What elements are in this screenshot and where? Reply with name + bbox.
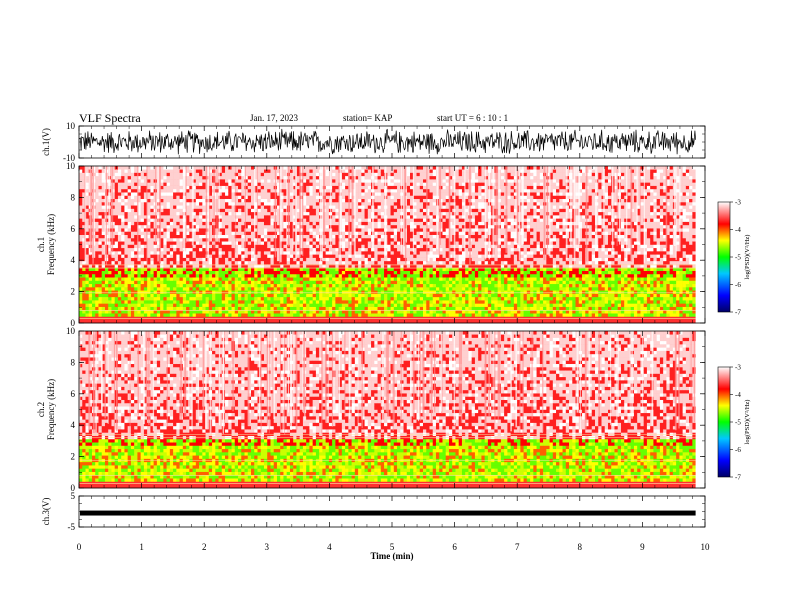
y-axis-label: ch.1	[36, 237, 46, 252]
y-tick-label: 0	[71, 483, 76, 493]
y-tick-label: 6	[71, 224, 76, 234]
colorbar	[717, 366, 731, 478]
x-tick-label: 7	[515, 542, 520, 552]
x-axis-label: Time (min)	[370, 551, 413, 561]
colorbar-tick-label: -6	[735, 281, 741, 289]
y-tick-label: 0	[71, 318, 76, 328]
y-tick-label: 10	[66, 121, 76, 131]
waveform-trace	[80, 510, 696, 516]
y-tick-label: -5	[68, 522, 76, 532]
y-tick-label: 8	[71, 357, 76, 367]
colorbar-tick-label: -7	[735, 474, 741, 482]
y-axis-label: Frequency (kHz)	[46, 214, 56, 275]
colorbar-label: log(PSD)(V²/Hz)	[744, 400, 751, 445]
start-time-label: start UT = 6 : 10 : 1	[437, 113, 509, 123]
station-label: station= KAP	[343, 113, 393, 123]
waveform	[78, 128, 696, 155]
colorbar-tick-label: -5	[735, 254, 741, 262]
y-tick-label: 2	[71, 452, 76, 462]
y-tick-label: 4	[71, 255, 76, 265]
no-data-region	[695, 166, 705, 323]
y-axis-label: ch.1(V)	[41, 128, 51, 156]
colorbar-tick-label: -3	[735, 199, 741, 207]
x-tick-label: 10	[701, 542, 711, 552]
x-tick-label: 8	[578, 542, 583, 552]
waveform	[80, 510, 696, 516]
colorbar-label: log(PSD)(V²/Hz)	[744, 235, 751, 280]
colorbar-tick-label: -7	[735, 309, 741, 317]
no-data-region	[695, 331, 705, 488]
colorbar	[717, 201, 731, 313]
x-tick-label: 2	[202, 542, 207, 552]
colorbar-tick-label: -4	[735, 391, 741, 399]
y-tick-label: 6	[71, 389, 76, 399]
colorbar-tick-label: -4	[735, 226, 741, 234]
date-label: Jan. 17, 2023	[250, 113, 298, 123]
colorbar-tick-label: -5	[735, 419, 741, 427]
waveform-trace	[78, 128, 696, 155]
y-tick-label: 2	[71, 287, 76, 297]
y-axis-label: ch.2	[36, 402, 46, 417]
y-axis-label: ch.3(V)	[41, 498, 51, 526]
x-tick-label: 4	[327, 542, 332, 552]
x-tick-label: 6	[452, 542, 457, 552]
y-tick-label: 4	[71, 420, 76, 430]
y-axis-label: Frequency (kHz)	[46, 379, 56, 440]
x-tick-label: 9	[640, 542, 645, 552]
x-tick-label: 5	[390, 542, 395, 552]
y-tick-label: 8	[71, 192, 76, 202]
y-tick-label: 5	[71, 491, 76, 501]
x-tick-label: 0	[77, 542, 82, 552]
figure-title: VLF Spectra	[79, 111, 141, 125]
colorbar-tick-label: -6	[735, 446, 741, 454]
y-tick-label: 10	[66, 161, 76, 171]
colorbar-tick-label: -3	[735, 364, 741, 372]
x-tick-label: 1	[139, 542, 144, 552]
x-tick-label: 3	[265, 542, 270, 552]
y-tick-label: -10	[63, 153, 75, 163]
y-tick-label: 10	[66, 326, 76, 336]
